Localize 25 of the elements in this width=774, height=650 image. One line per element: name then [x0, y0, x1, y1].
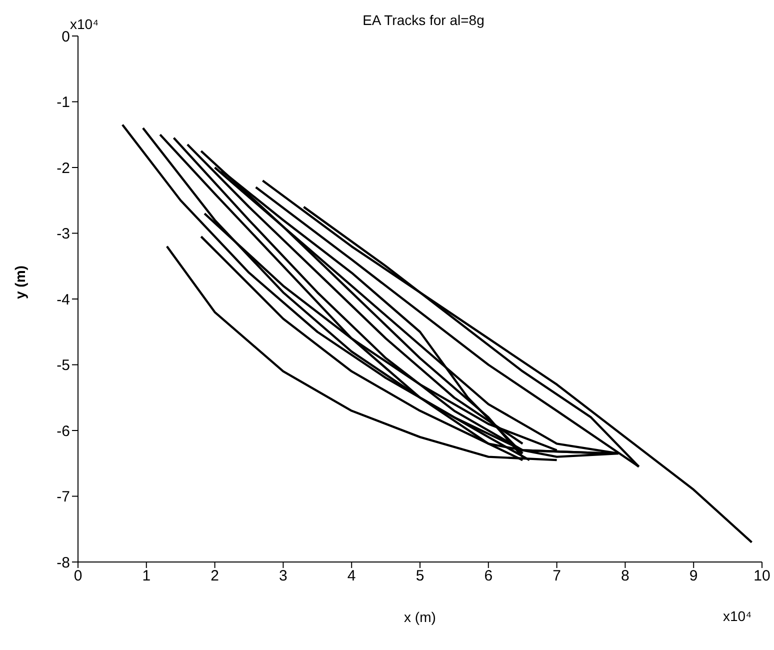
x-tick-label: 7 [552, 568, 561, 585]
x-tick-label: 5 [416, 568, 424, 585]
y-tick-label: -7 [56, 488, 70, 506]
text: x10⁴ [723, 608, 752, 624]
y-tick-label: -8 [56, 554, 70, 572]
x-tick-label: 3 [279, 568, 288, 585]
x-tick-label: 6 [484, 568, 493, 585]
x-tick-label: 1 [142, 568, 151, 585]
x-tick-label: 2 [210, 568, 219, 585]
y-tick-label: -5 [56, 357, 70, 374]
chart-title: EA Tracks for al=8g [362, 12, 484, 28]
x-tick-label: 0 [74, 568, 82, 585]
x-axis-title: x (m) [404, 609, 436, 625]
y-tick-label: -1 [56, 94, 70, 112]
y-tick-label: 0 [62, 28, 70, 46]
x-tick-label: 4 [347, 568, 356, 585]
y-axis-title: y (m) [12, 266, 28, 299]
y-tick-label: -3 [56, 226, 70, 243]
x-tick-label: 10 [754, 568, 770, 585]
text: x10⁴ [70, 16, 99, 32]
x-tick-label: 9 [689, 568, 698, 585]
y-tick-label: -6 [56, 422, 70, 440]
y-tick-label: -2 [56, 160, 70, 177]
y-tick-label: -4 [56, 291, 70, 308]
x-tick-label: 8 [621, 568, 630, 585]
